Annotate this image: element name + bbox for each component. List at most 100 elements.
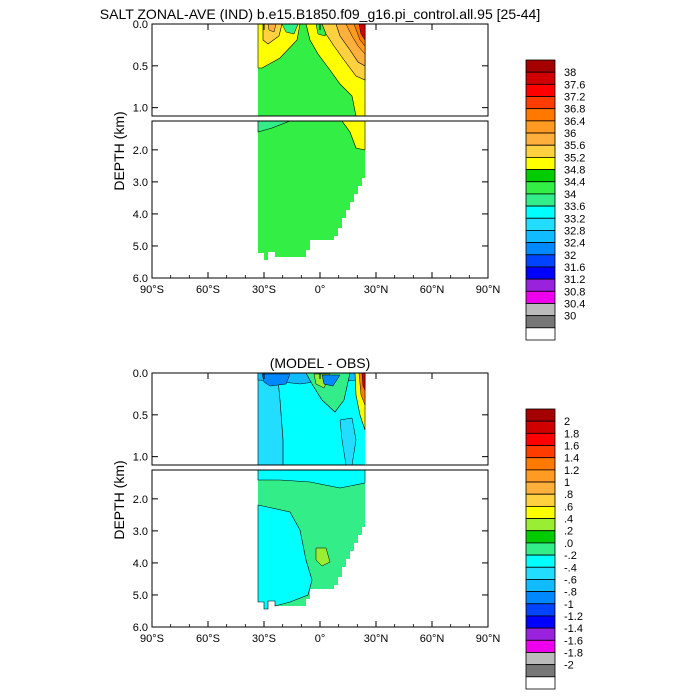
colorbar-swatch [525,315,556,329]
y-tick-label: 6.0 [133,622,148,634]
colorbar-label: 32.4 [564,238,585,250]
colorbar-label: 1.4 [564,453,579,465]
colorbar-swatch [525,408,556,422]
colorbar-swatch [525,278,556,292]
x-tick-label: 90°N [476,633,501,645]
y-tick-label: 0.0 [133,19,148,31]
colorbar-label: 38 [564,67,576,79]
colorbar-label: -.6 [564,574,577,586]
colorbar-swatch [525,71,556,85]
chart-title: (MODEL - OBS) [270,355,371,371]
colorbar-swatch [525,83,556,97]
salinity-fill-35-2-south [262,24,283,45]
colorbar-label: .0 [564,538,573,550]
salinity-fill-34-4-deep [258,121,365,260]
y-tick-label: 2.0 [133,494,148,506]
upper-contour-fill [257,24,366,116]
colorbar-swatch [525,290,556,304]
colorbar-swatch [525,96,556,110]
lower-contour-fill [257,121,366,260]
colorbar-swatch [525,230,556,244]
y-axis-label: DEPTH (km) [111,460,127,539]
colorbar-swatch [525,193,556,207]
colorbar-swatch [525,481,556,495]
colorbar-label: 36 [564,128,576,140]
colorbar-swatch [525,603,556,617]
colorbar-swatch [525,420,556,434]
salinity-fill-37-6-north [358,24,366,41]
colorbar-label: -1.2 [564,611,583,623]
colorbar-swatch [525,554,556,568]
colorbar-label: 33.2 [564,213,585,225]
colorbar-label: 34 [564,189,576,201]
colorbar-label: 33.6 [564,201,585,213]
colorbar-label: -2 [564,660,574,672]
colorbar-label: 32 [564,250,576,262]
difference-fill-minus-0-8-north [321,374,341,387]
difference-panel: (MODEL - OBS) 90°S 60°S 30°S 0° 30°N 60°N 90°N… [111,355,583,690]
colorbar-swatch [525,530,556,544]
salt-panel: SALT ZONAL-AVE (IND) b.e15.B1850.f09_g16… [100,6,585,341]
x-tick-label: 0° [315,284,326,296]
colorbar-swatch [525,542,556,556]
colorbar-swatch [525,445,556,459]
colorbar-swatch [525,59,556,73]
colorbar-swatch [525,242,556,256]
lower-contour-fill [257,470,366,610]
x-tick-label: 90°S [140,633,164,645]
colorbar-swatch [525,205,556,219]
colorbar-label: 32.8 [564,225,585,237]
salinity-fill-34-0-surface [281,24,299,35]
colorbar-swatch [525,432,556,446]
y-tick-label: 3.0 [133,177,148,189]
colorbar-label: .4 [564,514,573,526]
colorbar-swatch [525,505,556,519]
y-tick-label: 0.5 [133,410,148,422]
colorbar-label: 1.2 [564,465,579,477]
difference-fill-minus-0-4-north [339,417,357,465]
difference-fill-0-2-deep [315,547,331,567]
x-tick-label: 0° [315,633,326,645]
colorbar-label: .6 [564,501,573,513]
colorbar-label: 30.8 [564,286,585,298]
colorbar-label: -.2 [564,550,577,562]
colorbar-swatch [525,627,556,641]
colorbar-swatch [525,591,556,605]
colorbar: 21.81.61.41.21.8.6.4.2.0-.2-.4-.6-.8-1-1… [525,408,583,690]
colorbar-label: 2 [564,416,570,428]
colorbar-label: -1.4 [564,623,583,635]
colorbar-label: .2 [564,526,573,538]
axis-ticks: 90°S 60°S 30°S 0° 30°N 60°N 90°N 0.0 0.5 1.0 2.0 3.… [133,19,501,296]
y-tick-label: 5.0 [133,590,148,602]
colorbar-label: .8 [564,489,573,501]
colorbar-swatch [525,639,556,653]
difference-fill-minus-0-2-deep [257,504,313,610]
colorbar-swatch [525,469,556,483]
colorbar-swatch [525,132,556,146]
salinity-fill-34-8-intermediate [341,121,366,151]
colorbar-swatch [525,169,556,183]
axis-ticks: 90°S 60°S 30°S 0° 30°N 60°N 90°N 0.0 0.5 1.0 2.0 3.… [133,368,501,645]
difference-fill-minus-0-8-south [261,373,291,387]
colorbar-label: 36.4 [564,116,585,128]
colorbar-swatch [525,652,556,666]
chart-title: SALT ZONAL-AVE (IND) b.e15.B1850.f09_g16… [100,6,540,22]
colorbar-label: -1.6 [564,635,583,647]
colorbar-label: -.4 [564,562,577,574]
salinity-fill-35-6-south [267,24,277,33]
colorbar-swatch [525,108,556,122]
colorbar-swatch [525,615,556,629]
colorbar: 3837.637.236.836.43635.635.234.834.43433… [525,59,585,341]
colorbar-swatch [525,664,556,678]
colorbar-label: 37.2 [564,92,585,104]
y-tick-label: 4.0 [133,209,148,221]
colorbar-swatch [525,457,556,471]
y-tick-label: 0.5 [133,61,148,73]
x-tick-label: 30°S [252,633,276,645]
y-axis-label: DEPTH (km) [111,111,127,190]
difference-fill-1-8-north [361,373,366,391]
colorbar-label: 31.6 [564,262,585,274]
y-tick-label: 2.0 [133,145,148,157]
